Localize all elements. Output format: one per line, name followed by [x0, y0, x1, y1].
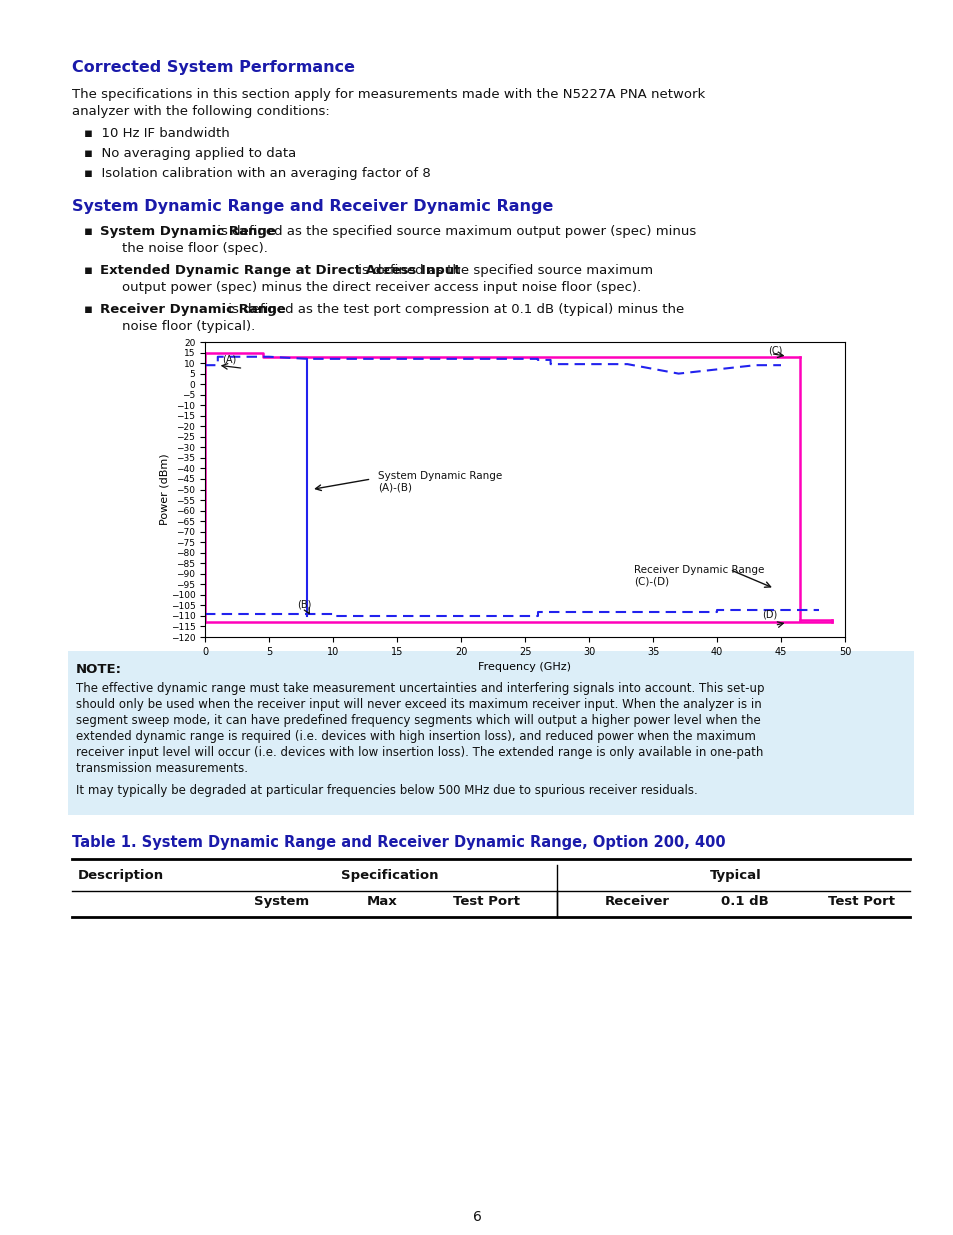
Text: is defined as the specified source maximum: is defined as the specified source maxim… [354, 264, 653, 277]
Text: Extended Dynamic Range at Direct Access Input: Extended Dynamic Range at Direct Access … [100, 264, 460, 277]
Text: segment sweep mode, it can have predefined frequency segments which will output : segment sweep mode, it can have predefin… [76, 714, 760, 727]
Text: Specification: Specification [340, 869, 437, 882]
Text: ▪  Isolation calibration with an averaging factor of 8: ▪ Isolation calibration with an averagin… [84, 167, 431, 180]
Text: The specifications in this section apply for measurements made with the N5227A P: The specifications in this section apply… [71, 88, 704, 101]
Text: The effective dynamic range must take measurement uncertainties and interfering : The effective dynamic range must take me… [76, 682, 763, 695]
Text: Table 1. System Dynamic Range and Receiver Dynamic Range, Option 200, 400: Table 1. System Dynamic Range and Receiv… [71, 835, 725, 850]
Text: Test Port: Test Port [827, 895, 895, 908]
Text: ▪  No averaging applied to data: ▪ No averaging applied to data [84, 147, 296, 161]
Text: (A): (A) [221, 354, 235, 364]
Text: the noise floor (spec).: the noise floor (spec). [122, 242, 268, 254]
Text: Description: Description [78, 869, 164, 882]
Text: System: System [254, 895, 309, 908]
Bar [68, 651, 913, 815]
Text: Test Port: Test Port [453, 895, 520, 908]
Text: It may typically be degraded at particular frequencies below 500 MHz due to spur: It may typically be degraded at particul… [76, 784, 697, 797]
Text: is defined as the specified source maximum output power (spec) minus: is defined as the specified source maxim… [213, 225, 696, 238]
Text: should only be used when the receiver input will never exceed its maximum receiv: should only be used when the receiver in… [76, 698, 760, 711]
Y-axis label: Power (dBm): Power (dBm) [159, 453, 169, 525]
Text: ▪: ▪ [84, 303, 92, 316]
Text: ▪: ▪ [84, 264, 92, 277]
Text: Receiver: Receiver [604, 895, 669, 908]
Text: NOTE:: NOTE: [76, 663, 122, 676]
Text: analyzer with the following conditions:: analyzer with the following conditions: [71, 105, 330, 119]
Text: 0.1 dB: 0.1 dB [720, 895, 768, 908]
Text: (C): (C) [767, 345, 781, 356]
X-axis label: Frequency (GHz): Frequency (GHz) [478, 662, 571, 672]
Text: (B): (B) [296, 600, 312, 610]
Text: 6: 6 [472, 1210, 481, 1224]
Text: Receiver Dynamic Range
(C)-(D): Receiver Dynamic Range (C)-(D) [633, 566, 763, 587]
Text: ▪  10 Hz IF bandwidth: ▪ 10 Hz IF bandwidth [84, 127, 230, 140]
Text: output power (spec) minus the direct receiver access input noise floor (spec).: output power (spec) minus the direct rec… [122, 282, 640, 294]
Text: receiver input level will occur (i.e. devices with low insertion loss). The exte: receiver input level will occur (i.e. de… [76, 746, 762, 760]
Text: System Dynamic Range
(A)-(B): System Dynamic Range (A)-(B) [377, 471, 501, 492]
Text: System Dynamic Range and Receiver Dynamic Range: System Dynamic Range and Receiver Dynami… [71, 199, 553, 214]
Text: Corrected System Performance: Corrected System Performance [71, 61, 355, 75]
Text: (D): (D) [761, 609, 777, 619]
Text: System Dynamic Range: System Dynamic Range [100, 225, 275, 238]
Text: Max: Max [366, 895, 397, 908]
Text: noise floor (typical).: noise floor (typical). [122, 320, 255, 333]
Text: Typical: Typical [709, 869, 761, 882]
Text: extended dynamic range is required (i.e. devices with high insertion loss), and : extended dynamic range is required (i.e.… [76, 730, 755, 743]
Text: ▪: ▪ [84, 225, 92, 238]
Text: transmission measurements.: transmission measurements. [76, 762, 248, 776]
Text: is defined as the test port compression at 0.1 dB (typical) minus the: is defined as the test port compression … [224, 303, 684, 316]
Text: Receiver Dynamic Range: Receiver Dynamic Range [100, 303, 286, 316]
